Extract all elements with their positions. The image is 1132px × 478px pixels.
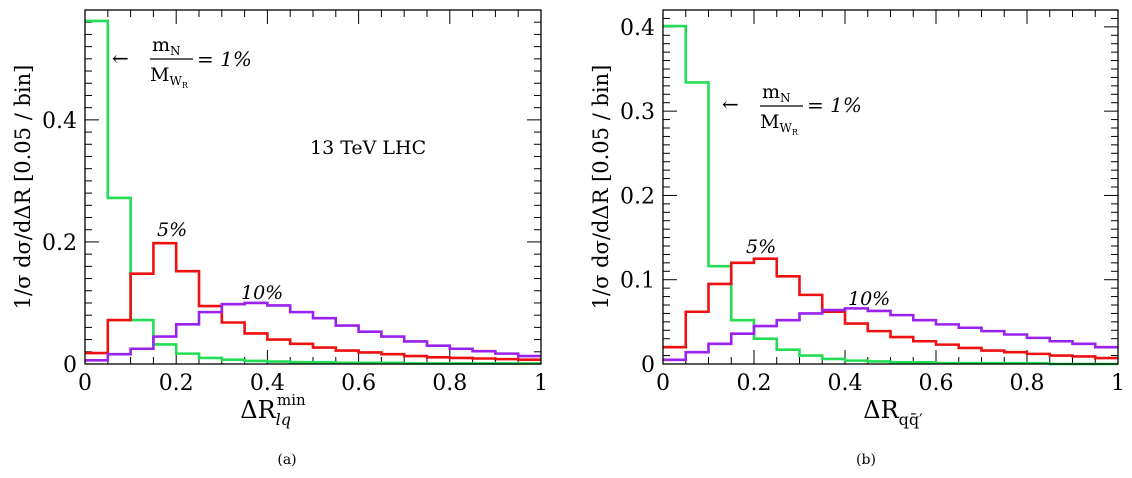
b-ytick-label: 0.2 [620, 184, 655, 209]
b-plot-frame [662, 9, 1119, 365]
b-xtick-label: 0.2 [737, 371, 772, 396]
a-xlabel-sub: lq [276, 410, 291, 429]
a-series-5pct [85, 241, 541, 362]
a-xlabel-sup: min [277, 391, 306, 409]
a-energy-label: 13 TeV LHC [310, 137, 426, 159]
b-ytick-label: 0.1 [620, 269, 655, 294]
b-ratio-denominator: MWR [760, 111, 799, 137]
panel-b: 0 0.1 0.2 0.3 0.4 0 0.2 0.4 0.6 0.8 1 1/… [589, 9, 1125, 468]
b-ratio-den-sub: W [779, 121, 792, 135]
b-ratio-numerator: mN [762, 81, 791, 105]
a-arrow: ← [112, 46, 129, 70]
a-xtick-label: 0.4 [250, 371, 285, 396]
a-ratio-den-sub: W [169, 74, 182, 88]
a-xtick-label: 1 [534, 371, 548, 396]
a-xtick-label: 0.8 [432, 371, 467, 396]
a-ratio-num: m [152, 34, 170, 56]
a-x-axis-label: ΔRlqmin [240, 391, 306, 429]
b-xtick-label: 0 [656, 371, 670, 396]
a-ytick-label: 0.2 [42, 231, 77, 256]
a-xlabel-base: ΔR [240, 396, 276, 424]
a-series-10pct [85, 301, 541, 362]
b-arrow: ← [722, 92, 739, 116]
b-label-10pct: 10% [848, 288, 890, 310]
b-series-10pct [663, 307, 1118, 362]
b-ytick-label: 0.3 [620, 100, 655, 125]
a-ratio-den-subsub: R [182, 81, 189, 90]
a-xtick-label: 0 [78, 371, 92, 396]
b-xtick-label: 0.4 [828, 371, 863, 396]
a-ytick-label: 0 [63, 353, 77, 378]
a-plot-frame [84, 9, 542, 365]
b-xlabel-base: ΔR [863, 396, 899, 424]
b-xlabel-sub: qq̄′ [899, 410, 923, 429]
b-series [663, 24, 1118, 366]
b-ratio-den-subsub: R [792, 128, 799, 137]
b-x-axis-label: ΔRqq̄′ [863, 396, 923, 429]
a-ratio-denominator: MWR [150, 64, 189, 90]
a-ratio-numerator: mN [152, 34, 181, 58]
b-series-5pct [663, 257, 1118, 360]
a-label-10pct: 10% [241, 282, 283, 304]
b-ytick-label: 0 [641, 353, 655, 378]
b-ratio-num: m [762, 81, 780, 103]
b-ratio-den: M [760, 111, 779, 133]
a-ratio-den: M [150, 64, 169, 86]
panel-a: 0 0.2 0.4 0 0.2 0.4 0.6 0.8 1 1/σ dσ/dΔR… [11, 9, 548, 468]
b-xtick-label: 0.8 [1010, 371, 1045, 396]
a-xtick-label: 0.2 [159, 371, 194, 396]
b-ytick-label: 0.4 [620, 16, 655, 41]
a-y-axis-label: 1/σ dσ/dΔR [0.05 / bin] [11, 65, 35, 310]
b-label-5pct: 5% [746, 236, 776, 258]
b-y-axis-label: 1/σ dσ/dΔR [0.05 / bin] [589, 65, 613, 310]
b-ratio-num-sub: N [780, 91, 791, 105]
b-ratio-value: = 1% [807, 93, 862, 117]
a-ytick-label: 0.4 [42, 109, 77, 134]
a-ratio-value: = 1% [197, 47, 252, 71]
b-xtick-label: 1 [1111, 371, 1125, 396]
b-panel-caption: (b) [856, 452, 876, 468]
b-xtick-label: 0.6 [919, 371, 954, 396]
a-panel-caption: (a) [277, 452, 296, 468]
a-ratio-num-sub: N [170, 44, 181, 58]
a-xtick-label: 0.6 [341, 371, 376, 396]
a-label-5pct: 5% [157, 219, 187, 241]
